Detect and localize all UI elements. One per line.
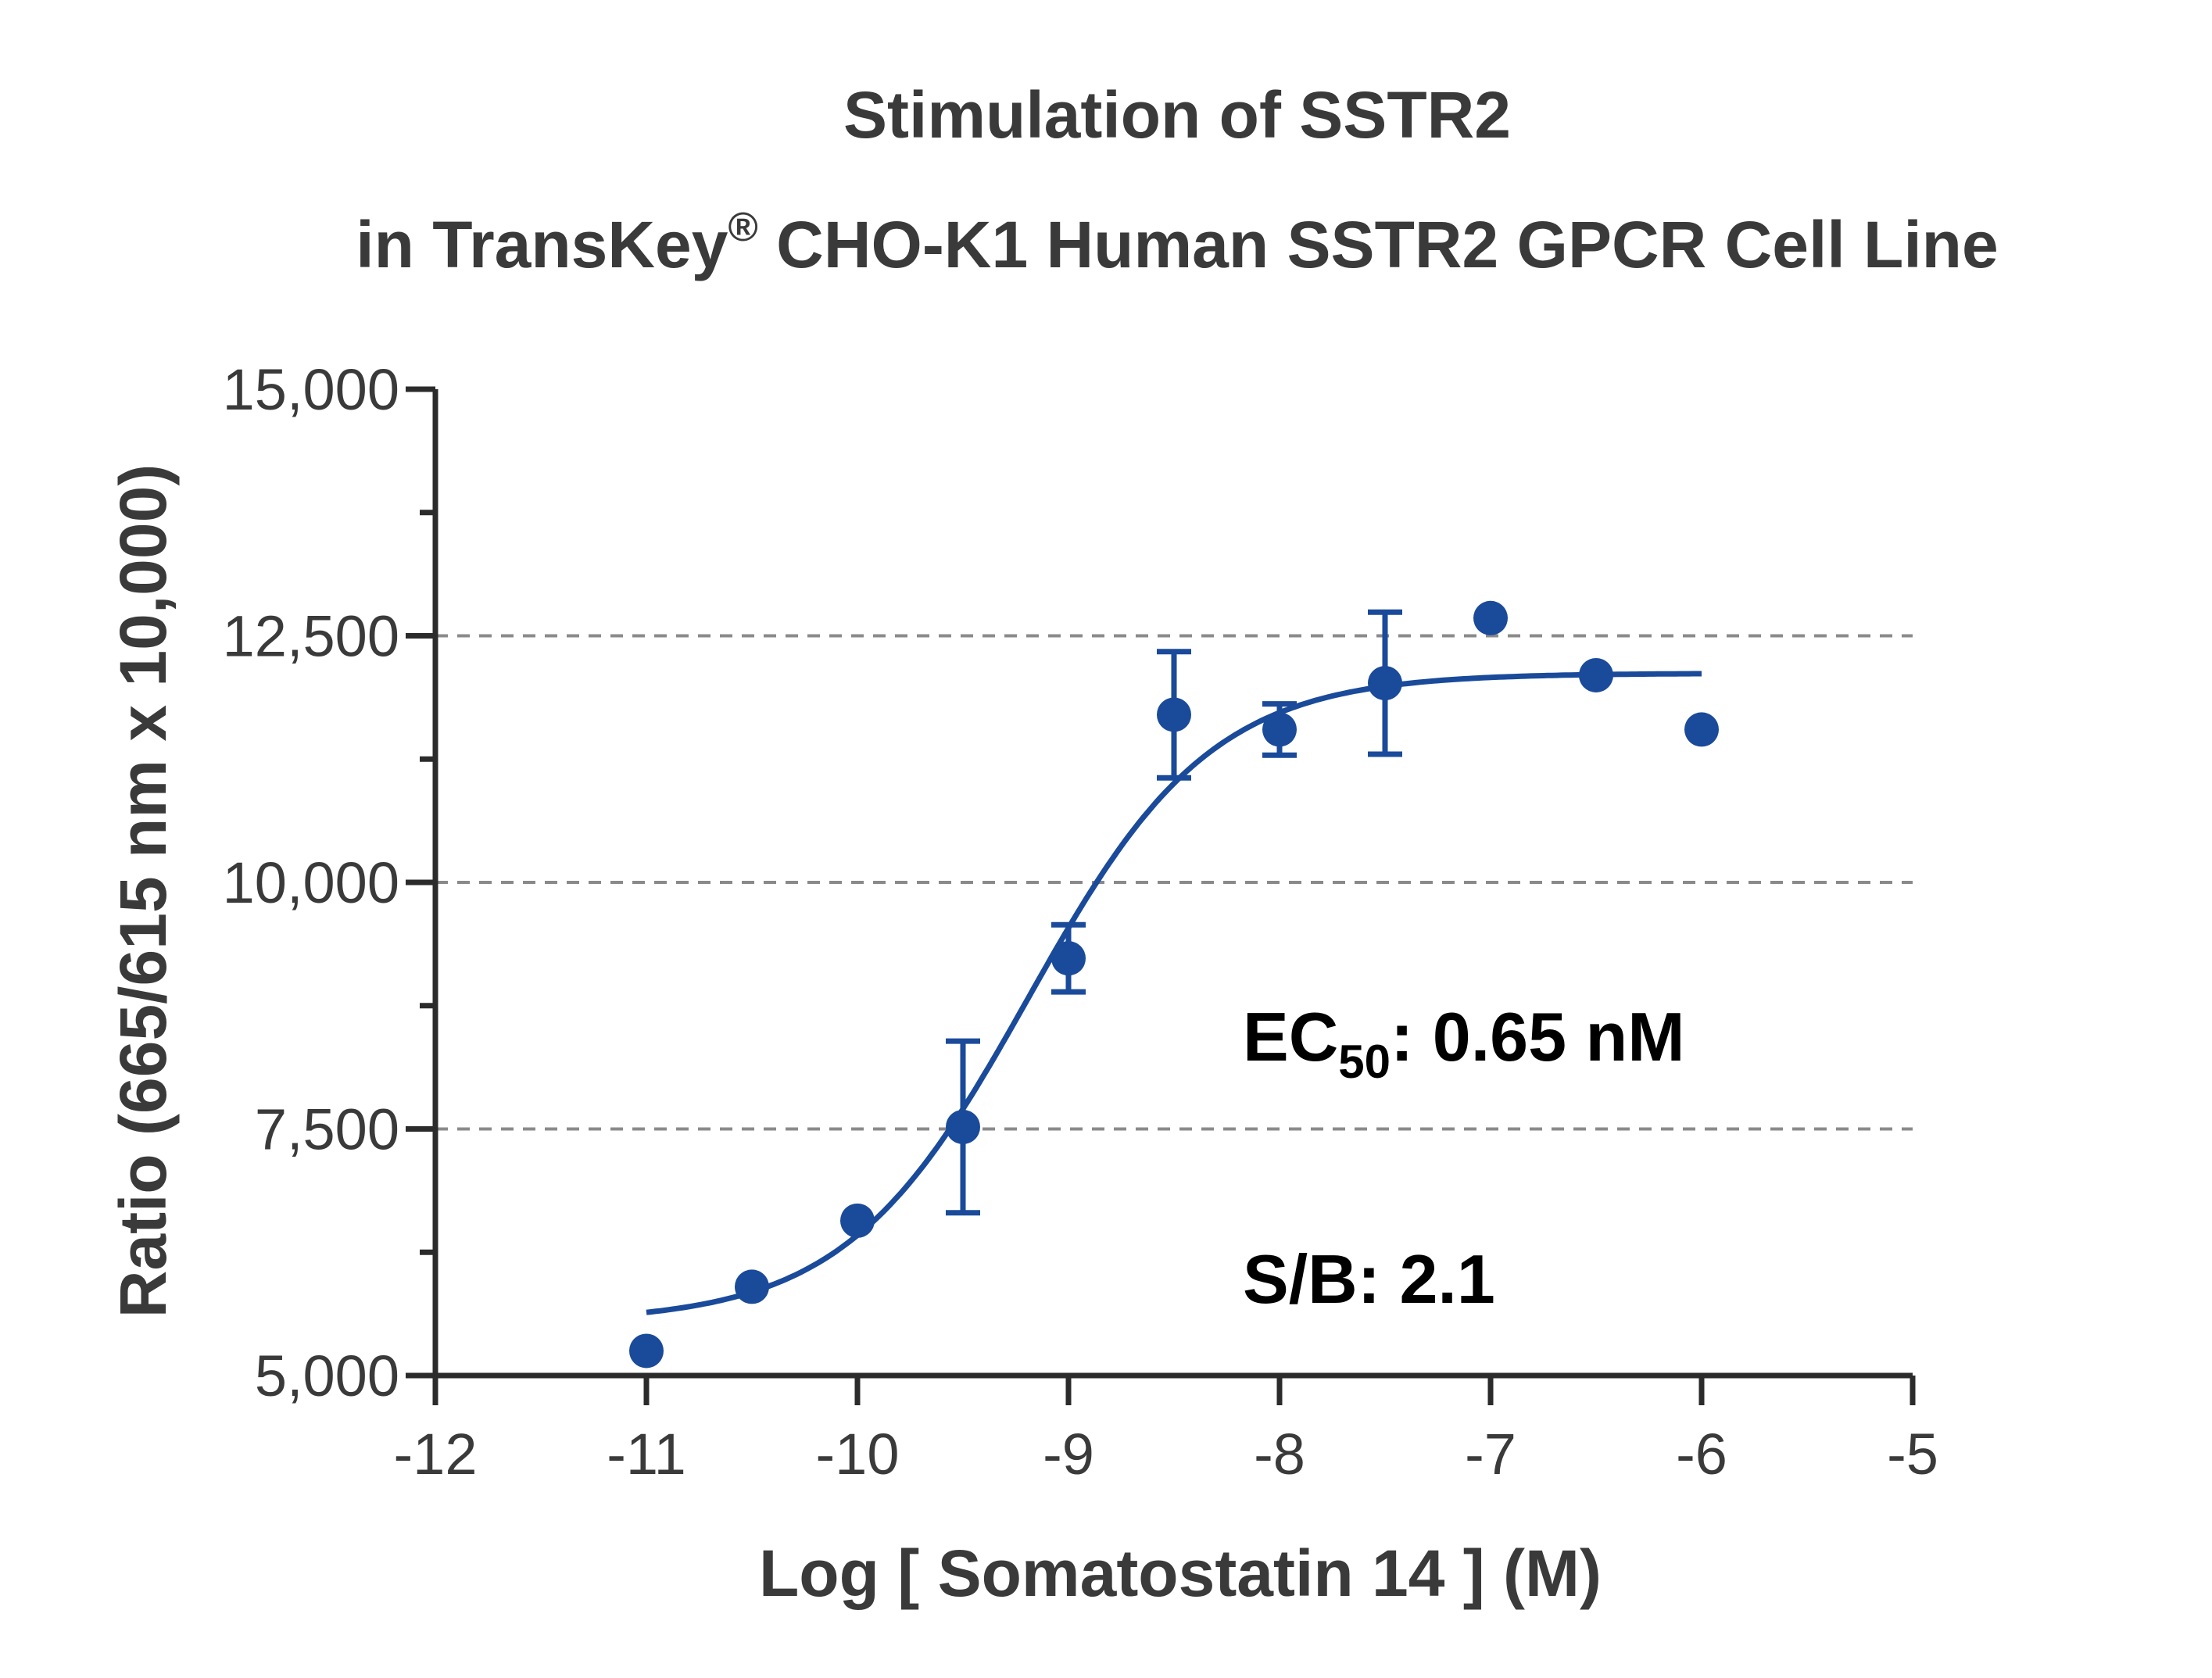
x-tick-label-7: -5 bbox=[1887, 1422, 1938, 1487]
ec50-subscript: 50 bbox=[1338, 1036, 1391, 1088]
fit-curve-group bbox=[646, 671, 1702, 1315]
x-tick-label-1: -11 bbox=[607, 1422, 685, 1487]
x-tick-label-3: -9 bbox=[1043, 1422, 1094, 1487]
data-point-0 bbox=[629, 1333, 664, 1369]
ec50-prefix: EC bbox=[1243, 998, 1338, 1075]
fit-curve bbox=[646, 671, 1702, 1315]
data-points bbox=[629, 600, 1719, 1369]
ec50-annotation: EC50: 0.65 nM bbox=[1243, 998, 1685, 1088]
y-axis-title: Ratio (665/615 nm x 10,000) bbox=[106, 464, 180, 1318]
data-point-3 bbox=[946, 1109, 980, 1144]
data-point-1 bbox=[735, 1269, 769, 1304]
sb-annotation: S/B: 2.1 bbox=[1243, 1240, 1495, 1318]
axes: 5,000 7,500 10,000 12,500 15,000 -12 -11 -10 -9 -… bbox=[223, 357, 1938, 1487]
x-tick-label-6: -6 bbox=[1676, 1422, 1727, 1487]
data-point-5 bbox=[1157, 697, 1191, 732]
x-tick-label-5: -7 bbox=[1465, 1422, 1516, 1487]
x-tick-label-2: -10 bbox=[816, 1422, 900, 1487]
ec50-value: : 0.65 nM bbox=[1391, 998, 1685, 1075]
x-tick-label-4: -8 bbox=[1254, 1422, 1305, 1487]
y-tick-label-0: 5,000 bbox=[255, 1343, 399, 1408]
subtitle-registered-mark: ® bbox=[728, 205, 757, 250]
x-axis-title: Log [ Somatostatin 14 ] (M) bbox=[759, 1537, 1602, 1610]
data-point-9 bbox=[1579, 657, 1613, 692]
gridlines bbox=[435, 634, 1913, 1131]
data-point-10 bbox=[1684, 712, 1719, 747]
data-point-4 bbox=[1051, 941, 1086, 976]
subtitle-prefix: in TransKey bbox=[356, 208, 728, 281]
y-tick-label-3: 12,500 bbox=[223, 604, 399, 669]
data-point-6 bbox=[1262, 712, 1297, 747]
data-point-8 bbox=[1473, 600, 1508, 635]
data-point-2 bbox=[840, 1203, 875, 1238]
y-tick-label-4: 15,000 bbox=[223, 357, 399, 422]
y-tick-label-2: 10,000 bbox=[223, 850, 399, 915]
data-point-7 bbox=[1368, 666, 1402, 701]
chart-subtitle: in TransKey® CHO-K1 Human SSTR2 GPCR Cel… bbox=[356, 205, 1998, 281]
chart-title: Stimulation of SSTR2 bbox=[843, 78, 1511, 152]
subtitle-suffix: CHO-K1 Human SSTR2 GPCR Cell Line bbox=[758, 208, 1999, 281]
y-tick-label-1: 7,500 bbox=[255, 1097, 399, 1162]
x-tick-label-0: -12 bbox=[394, 1422, 478, 1487]
